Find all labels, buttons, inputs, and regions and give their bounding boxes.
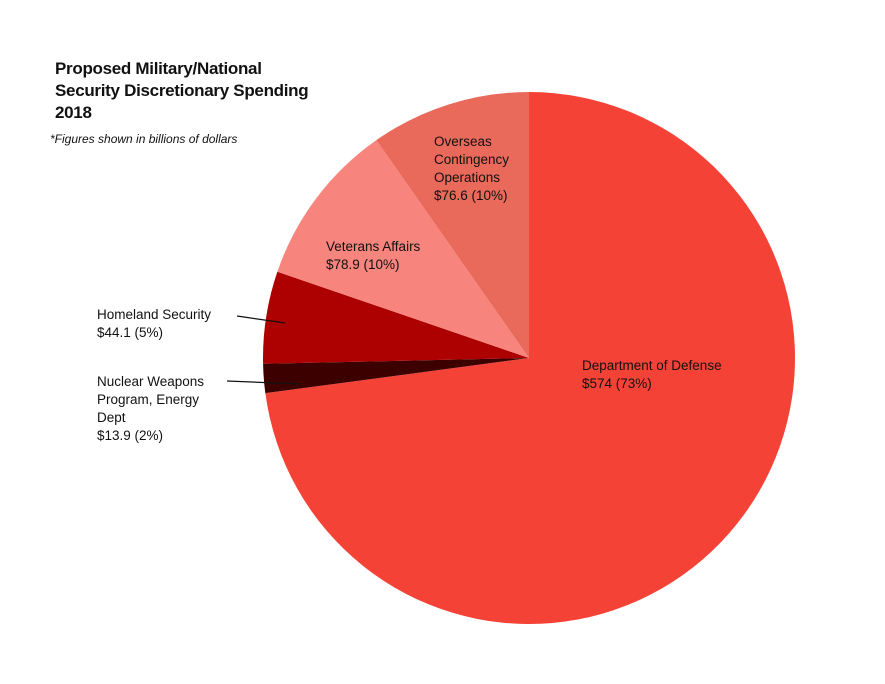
slice-label-line: Program, Energy	[97, 392, 199, 407]
pie-slice	[263, 358, 529, 394]
slice-label: Overseas Contingency Operations $76.6 (10%)	[434, 134, 509, 203]
slice-label-line: Dept	[97, 410, 126, 425]
units-note: *Figures shown in billions of dollars	[50, 132, 238, 146]
slice-label-line: $574 (73%)	[582, 376, 652, 391]
slice-label-line: $13.9 (2%)	[97, 428, 163, 443]
slice-label-line: $78.9 (10%)	[326, 257, 400, 272]
pie-slice	[265, 92, 795, 624]
title-line: Security Discretionary Spending	[55, 81, 309, 100]
slice-label-line: Contingency	[434, 152, 509, 167]
slice-label-line: Overseas	[434, 134, 492, 149]
pie-slice	[277, 140, 529, 358]
slice-label-line: Homeland Security	[97, 307, 211, 322]
slice-label-line: $44.1 (5%)	[97, 325, 163, 340]
title-line: Proposed Military/National	[55, 59, 262, 78]
slice-label-line: Operations	[434, 170, 500, 185]
slice-label: Department of Defense $574 (73%)	[582, 358, 722, 391]
leader-line	[226, 380, 301, 385]
chart-title: Proposed Military/National Security Disc…	[55, 58, 309, 124]
slice-label-line: Nuclear Weapons	[97, 374, 204, 389]
slice-label-line: $76.6 (10%)	[434, 188, 508, 203]
pie-slice	[376, 92, 529, 358]
title-line: 2018	[55, 103, 92, 122]
slice-label-line: Veterans Affairs	[326, 239, 421, 254]
leader-line	[236, 315, 286, 324]
slice-label-line: Department of Defense	[582, 358, 722, 373]
slice-label: Nuclear Weapons Program, Energy Dept $13.9 …	[97, 374, 204, 443]
slice-label: Veterans Affairs $78.9 (10%)	[326, 239, 421, 272]
pie-slice	[263, 271, 529, 364]
slice-label: Homeland Security $44.1 (5%)	[97, 307, 211, 340]
